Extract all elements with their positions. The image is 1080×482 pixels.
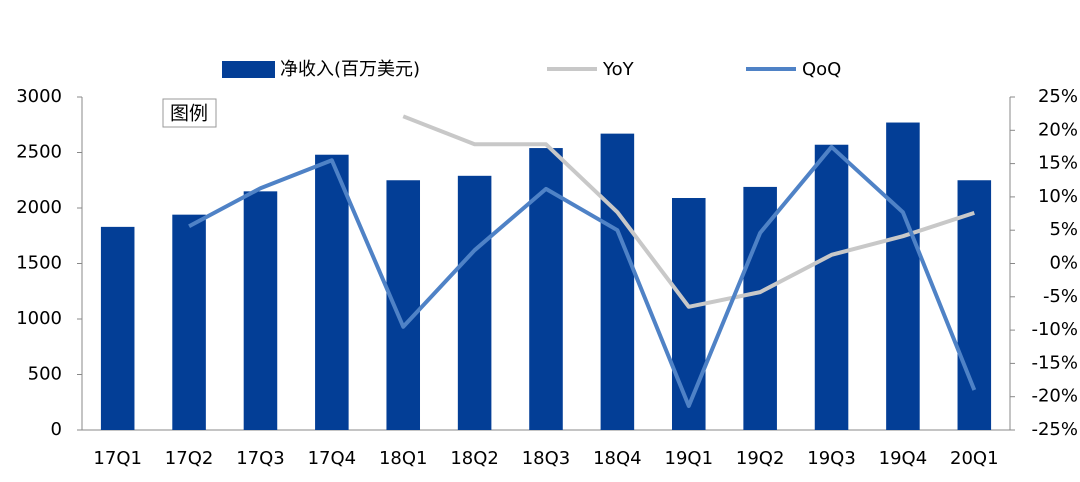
y-tick-label: 500 <box>28 364 62 385</box>
y2-tick-label: -15% <box>1031 352 1078 373</box>
y2-tick-label: 20% <box>1038 119 1078 140</box>
bar <box>315 154 349 430</box>
bar <box>814 144 849 431</box>
y-tick-label: 2500 <box>16 142 62 163</box>
y2-tick-label: -25% <box>1031 419 1078 440</box>
bar <box>386 180 421 430</box>
y2-tick-label: -5% <box>1043 286 1078 307</box>
bar <box>100 226 135 430</box>
y2-tick-label: 10% <box>1038 186 1078 207</box>
y2-tick-label: 5% <box>1049 219 1078 240</box>
x-tick-label: 18Q2 <box>450 448 499 469</box>
bar <box>243 191 278 430</box>
x-tick-label: 17Q1 <box>93 448 142 469</box>
legend-label: QoQ <box>802 59 841 80</box>
x-tick-label: 17Q3 <box>236 448 285 469</box>
y-tick-label: 3000 <box>16 86 62 107</box>
legend-swatch <box>222 61 275 78</box>
x-tick-label: 19Q2 <box>736 448 785 469</box>
bar <box>600 133 635 430</box>
bar <box>886 122 920 430</box>
x-tick-label: 19Q3 <box>807 448 856 469</box>
y2-tick-label: 15% <box>1038 153 1078 174</box>
bar <box>172 214 206 430</box>
x-tick-label: 20Q1 <box>950 448 999 469</box>
legend-label: 净收入(百万美元) <box>280 59 420 80</box>
bar <box>671 198 706 430</box>
x-tick-label: 18Q1 <box>379 448 428 469</box>
y2-tick-label: 0% <box>1049 253 1078 274</box>
annotation-box <box>162 98 217 128</box>
x-tick-label: 19Q1 <box>665 448 714 469</box>
line <box>188 144 977 409</box>
legend-label: YoY <box>602 59 635 80</box>
y2-tick-label: -10% <box>1031 319 1078 340</box>
x-tick-label: 18Q4 <box>593 448 642 469</box>
y-tick-label: 2000 <box>16 197 62 218</box>
y-tick-label: 1000 <box>16 308 62 329</box>
y-tick-label: 1500 <box>16 253 62 274</box>
x-tick-label: 19Q4 <box>879 448 928 469</box>
line <box>402 114 975 309</box>
x-tick-label: 18Q3 <box>522 448 571 469</box>
annotation: 图例 <box>170 103 208 125</box>
y2-tick-label: 25% <box>1038 86 1078 107</box>
y-tick-label: 0 <box>51 419 62 440</box>
x-tick-label: 17Q4 <box>308 448 357 469</box>
x-tick-label: 17Q2 <box>165 448 214 469</box>
bar <box>457 175 492 430</box>
y2-tick-label: -20% <box>1031 386 1078 407</box>
bar <box>743 186 777 430</box>
